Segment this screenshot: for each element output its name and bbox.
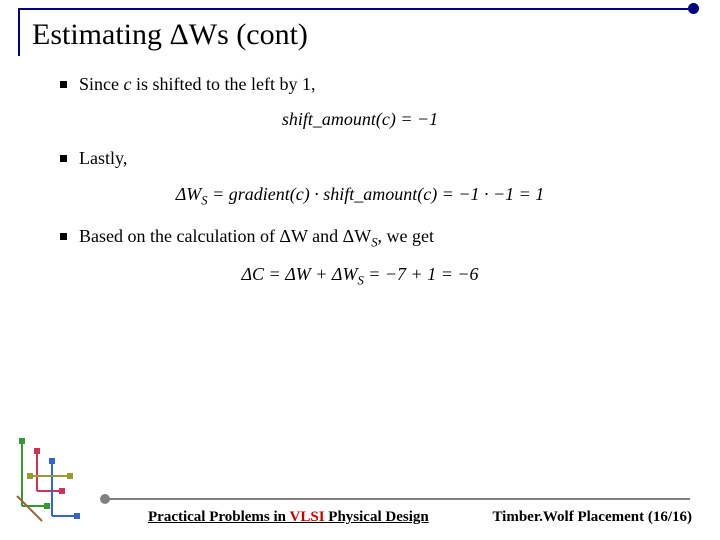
slide-title: Estimating ΔWs (cont): [32, 18, 308, 52]
line-3-b: , we get: [378, 226, 434, 246]
line-1-pre: Since: [79, 74, 124, 94]
slide-body: Since c is shifted to the left by 1, shi…: [60, 72, 660, 304]
line-3-a: Based on the calculation of ΔW and ΔW: [79, 226, 371, 246]
footer-vlsi: VLSI: [290, 509, 325, 525]
footer-divider: [106, 498, 690, 500]
eq2-b: = gradient(c) · shift_amount(c) = −1 · −…: [208, 184, 545, 204]
equation-1: shift_amount(c) = −1: [60, 107, 660, 132]
line-3-text: Based on the calculation of ΔW and ΔWS, …: [79, 224, 434, 252]
footer-left-a: Practical Problems in: [148, 509, 290, 525]
eq3-a: ΔC = ΔW + ΔW: [241, 264, 357, 284]
bullet-icon: [60, 233, 67, 240]
equation-3: ΔC = ΔW + ΔWS = −7 + 1 = −6: [60, 262, 660, 290]
line-2-text: Lastly,: [79, 146, 127, 171]
bullet-icon: [60, 155, 67, 162]
eq3-b: = −7 + 1 = −6: [364, 264, 479, 284]
line-1-post: is shifted to the left by 1,: [132, 74, 316, 94]
frame-top-border: [18, 8, 694, 10]
footer-right-text: Timber.Wolf Placement (16/16): [492, 509, 692, 526]
equation-2: ΔWS = gradient(c) · shift_amount(c) = −1…: [60, 182, 660, 210]
frame-left-border: [18, 8, 20, 56]
decorative-graph-icon: [12, 436, 86, 526]
bullet-line-1: Since c is shifted to the left by 1,: [60, 72, 660, 97]
bullet-icon: [60, 81, 67, 88]
line-1-text: Since c is shifted to the left by 1,: [79, 72, 315, 97]
footer-left-text: Practical Problems in VLSI Physical Desi…: [148, 509, 429, 526]
footer-left-b: Physical Design: [325, 509, 429, 525]
frame-corner-dot: [688, 3, 699, 14]
bullet-line-2: Lastly,: [60, 146, 660, 171]
line-1-var: c: [124, 74, 132, 94]
eq2-a: ΔW: [176, 184, 202, 204]
bullet-line-3: Based on the calculation of ΔW and ΔWS, …: [60, 224, 660, 252]
